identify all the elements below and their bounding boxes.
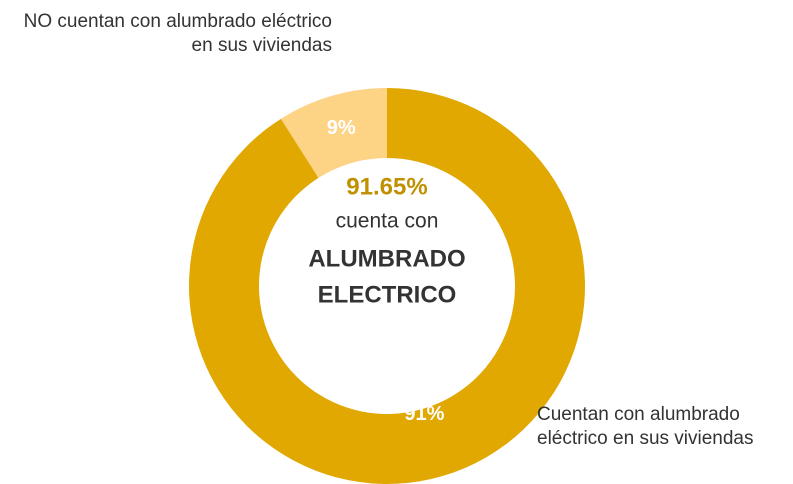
center-text: ALUMBRADO — [308, 245, 465, 272]
donut-slice — [189, 88, 586, 484]
center-text: ELECTRICO — [318, 281, 457, 308]
donut-slice — [280, 88, 387, 178]
category-label: Cuentan con alumbrado eléctrico en sus v… — [537, 404, 754, 449]
center-percent: 91.65% — [346, 173, 427, 200]
center-text: cuenta con — [336, 210, 439, 233]
category-label: NO cuentan con alumbrado eléctrico en su… — [23, 11, 332, 56]
value-label: 91% — [404, 403, 444, 425]
value-label: 9% — [327, 117, 356, 139]
